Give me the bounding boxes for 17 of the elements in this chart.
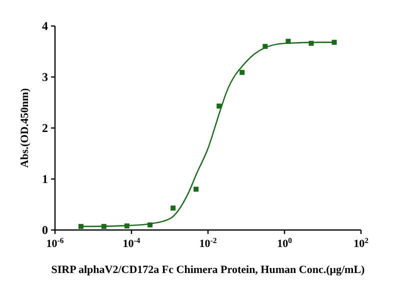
y-axis-title: Abs.(OD.450nm) (19, 88, 31, 168)
y-tick-label: 0 (42, 223, 48, 237)
point (240, 70, 245, 75)
point (216, 104, 222, 109)
x-tick-label: 10$^{-4}$ (122, 236, 140, 250)
point (194, 186, 199, 192)
x-tick-label: 10$^{-2}$ (199, 236, 217, 250)
y-tick-label: 3 (42, 70, 48, 84)
y-tick-label: 4 (42, 19, 48, 33)
x-tick-label: 10$^{0}$ (277, 236, 292, 250)
y-tick-label: 2 (42, 121, 48, 135)
y-tick-label: 1 (42, 172, 48, 186)
x-tick-label: 10$^{2}$ (354, 236, 369, 250)
x-axis-title: SIRP alphaV2/CD172a Fc Chimera Protein, Human Conc.(μg/mL) (51, 264, 366, 276)
point (170, 206, 176, 211)
x-tick-label: 10$^{-6}$ (46, 236, 64, 250)
point (78, 224, 84, 229)
